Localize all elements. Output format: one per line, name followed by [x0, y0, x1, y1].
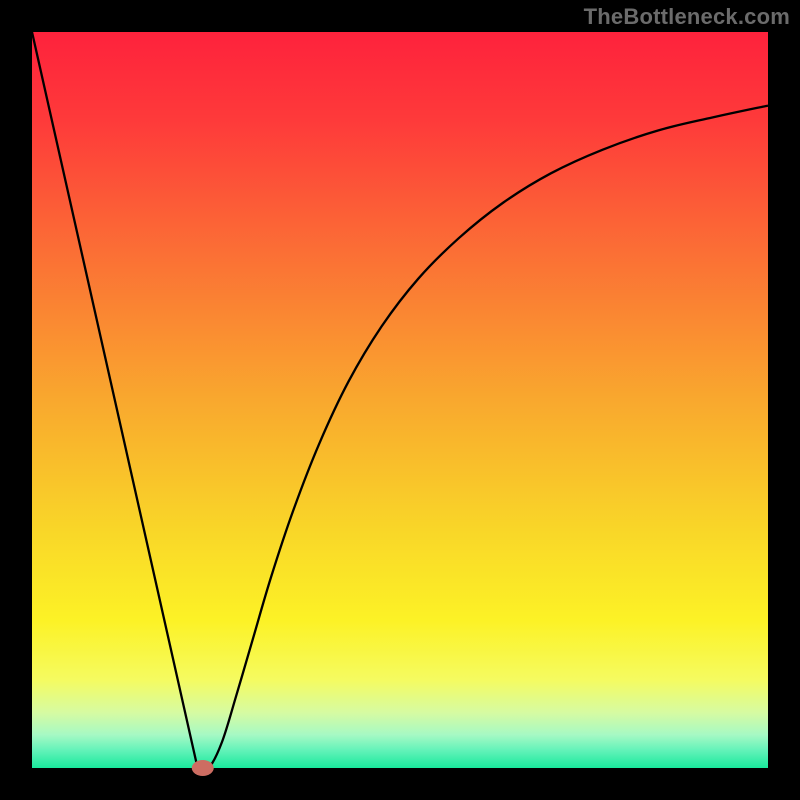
plot-background	[32, 32, 768, 768]
watermark-text: TheBottleneck.com	[584, 4, 790, 30]
chart-canvas	[0, 0, 800, 800]
optimal-marker	[192, 760, 214, 776]
bottleneck-chart: TheBottleneck.com	[0, 0, 800, 800]
